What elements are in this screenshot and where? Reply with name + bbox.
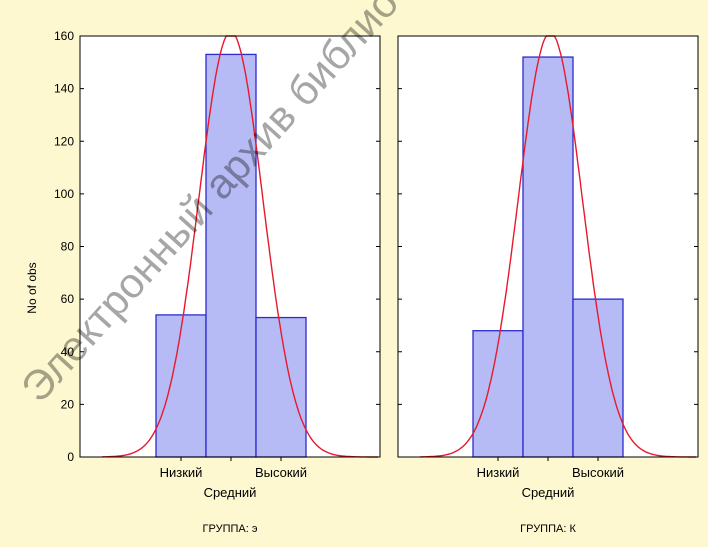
y-tick-label: 0	[67, 450, 74, 464]
histogram-bar	[255, 316, 307, 458]
normal-curve	[420, 35, 696, 458]
y-tick-label: 140	[54, 82, 74, 96]
x-axis-title: Средний	[204, 485, 257, 500]
x-axis-title: Средний	[522, 485, 575, 500]
y-tick-label: 120	[54, 134, 74, 148]
histogram-bar	[205, 53, 257, 458]
y-tick-label: 60	[61, 292, 75, 306]
panel-group-e: Средний ГРУППА: э 0 20 40 60 80 100 120 140 160 Н…	[54, 29, 381, 535]
panel-group-k: Средний ГРУППА: К Низкий Высокий	[397, 35, 699, 535]
y-tick-label: 40	[61, 345, 75, 359]
x-tick-label: Высокий	[572, 465, 624, 480]
x-tick-label: Высокий	[255, 465, 307, 480]
histogram-bar	[472, 330, 524, 458]
panel-caption: ГРУППА: э	[203, 523, 258, 535]
histogram-bar	[155, 314, 207, 458]
x-tick-label: Низкий	[160, 465, 203, 480]
panel-caption: ГРУППА: К	[520, 523, 576, 535]
y-tick-label: 100	[54, 187, 74, 201]
y-tick-label: 20	[61, 397, 75, 411]
normal-curve	[101, 35, 378, 458]
y-tick-label: 80	[61, 240, 75, 254]
y-axis-title: No of obs	[25, 262, 39, 313]
histogram-bar	[522, 56, 574, 458]
y-tick-label: 160	[54, 29, 74, 43]
histogram-bar	[572, 298, 624, 458]
x-tick-label: Низкий	[477, 465, 520, 480]
